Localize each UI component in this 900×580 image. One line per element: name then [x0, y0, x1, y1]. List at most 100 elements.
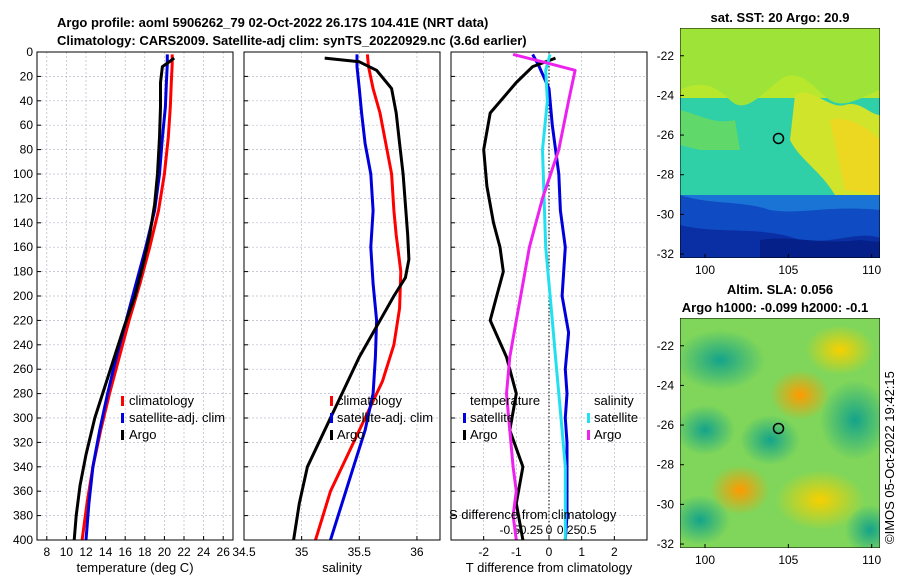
map-y-tick-label: -22: [657, 339, 675, 353]
sla-map-panel: Altim. SLA: 0.056 Argo h1000: -0.099 h20…: [657, 282, 882, 567]
map-y-tick-label: -28: [657, 168, 675, 182]
legend-swatch-t-argo: [463, 430, 466, 440]
legend-swatch-t-satellite: [463, 413, 466, 423]
sst-map-title: sat. SST: 20 Argo: 20.9: [711, 10, 850, 25]
series-line-satellite-adj-clim: [329, 54, 379, 541]
x-tick-label: -2: [478, 545, 489, 559]
x-tick-label: -1: [511, 545, 522, 559]
y-tick-label: 160: [13, 240, 33, 254]
legend-label-s-satellite: satellite: [594, 410, 638, 425]
x-tick-label: 1: [578, 545, 585, 559]
legend-label-satellite: satellite-adj. clim: [129, 410, 225, 425]
plot-frame: [243, 51, 441, 541]
y-tick-label: 20: [20, 69, 34, 83]
x-tick-label-salinity: 0.25: [557, 523, 581, 537]
sla-map-subtitle: Argo h1000: -0.099 h2000: -0.1: [682, 300, 868, 315]
map-y-tick-label: -32: [657, 247, 675, 261]
y-tick-label: 100: [13, 167, 33, 181]
x-tick-label: 34.5: [232, 545, 256, 559]
x-tick-label: 2: [611, 545, 618, 559]
temperature-legend: climatology satellite-adj. clim Argo: [121, 393, 225, 442]
legend-label-argo: Argo: [337, 427, 364, 442]
y-tick-label: 40: [20, 94, 34, 108]
legend-swatch-satellite: [121, 413, 124, 423]
y-tick-label: 400: [13, 533, 33, 547]
temperature-profile-panel: 8 10 12 14 16 18 20 22 24 26020406080100120140160…: [13, 45, 234, 575]
x-axis-label: temperature (deg C): [76, 560, 193, 575]
y-tick-label: 360: [13, 484, 33, 498]
y-tick-label: 260: [13, 362, 33, 376]
legend-swatch-s-satellite: [587, 413, 590, 423]
x-tick-label: 10: [60, 545, 74, 559]
plot-frame: [450, 51, 648, 541]
map-x-tick-label: 105: [778, 553, 798, 567]
map-y-tick-label: -22: [657, 49, 675, 63]
y-tick-label: 340: [13, 460, 33, 474]
legend-label-s-argo: Argo: [594, 427, 621, 442]
difference-profile-panel: -2 -1 0 1 2-0.5-0.25 0 0.25 0.5T difference fro…: [450, 51, 648, 575]
map-y-tick-label: -24: [657, 88, 675, 102]
x-tick-label: 24: [197, 545, 211, 559]
sst-argo-marker: [772, 132, 785, 145]
y-tick-label: 240: [13, 338, 33, 352]
salinity-legend: climatology satellite-adj. clim Argo: [330, 393, 433, 442]
series-line-temperature-satellite: [531, 53, 571, 541]
x-tick-label: 8: [43, 545, 50, 559]
legend-label-climatology: climatology: [129, 393, 195, 408]
x-tick-label: 36: [410, 545, 424, 559]
x-tick-label: 12: [79, 545, 93, 559]
y-tick-label: 200: [13, 289, 33, 303]
y-tick-label: 300: [13, 411, 33, 425]
x-tick-label: 26: [217, 545, 231, 559]
y-tick-label: 220: [13, 313, 33, 327]
y-tick-label: 140: [13, 216, 33, 230]
legend-label-argo: Argo: [129, 427, 156, 442]
series-line-satellite-adj-clim: [84, 54, 169, 541]
sst-map-panel: sat. SST: 20 Argo: 20.9 100 105 110 -22 -24 -…: [657, 10, 882, 277]
y-tick-label: 0: [26, 45, 33, 59]
y-tick-label: 60: [20, 118, 34, 132]
series-line-salinity-argo: [505, 52, 577, 541]
x-tick-label: 18: [138, 545, 152, 559]
salinity-profile-panel: 34.5 35 35.5 36 salinity: [232, 51, 441, 575]
copyright-timestamp: ©IMOS 05-Oct-2022 19:42:15: [882, 371, 897, 544]
legend-label-satellite: satellite-adj. clim: [337, 410, 433, 425]
x-tick-label: 35: [295, 545, 309, 559]
legend-swatch-s-argo: [587, 430, 590, 440]
sla-map-title: Altim. SLA: 0.056: [727, 282, 833, 297]
map-y-tick-label: -32: [657, 537, 675, 551]
series-line-argo: [72, 56, 176, 541]
map-x-tick-label: 100: [695, 263, 715, 277]
y-tick-label: 280: [13, 387, 33, 401]
x-tick-label: 16: [119, 545, 133, 559]
legend-label-t-satellite: satellite: [470, 410, 514, 425]
y-tick-label: 320: [13, 435, 33, 449]
difference-legend: temperature satellite Argo salinity sate…: [463, 393, 638, 442]
difference-xlabel-salinity: S difference from climatology: [449, 507, 617, 522]
legend-swatch-climatology: [121, 396, 124, 406]
header-line-2: Climatology: CARS2009. Satellite-adj cli…: [57, 33, 527, 48]
legend-swatch-climatology: [330, 396, 333, 406]
map-y-tick-label: -24: [657, 378, 675, 392]
x-tick-label: 20: [158, 545, 172, 559]
x-tick-label-salinity: 0.5: [580, 523, 597, 537]
map-y-tick-label: -30: [657, 207, 675, 221]
series-line-climatology: [314, 54, 403, 541]
x-axis-label: T difference from climatology: [466, 560, 633, 575]
map-y-tick-label: -26: [657, 128, 675, 142]
map-x-tick-label: 100: [695, 553, 715, 567]
map-y-tick-label: -28: [657, 458, 675, 472]
series-line-salinity-satellite: [541, 54, 567, 540]
x-tick-label-salinity: 0: [546, 523, 553, 537]
map-x-tick-label: 105: [778, 263, 798, 277]
series-line-argo: [292, 56, 411, 541]
sla-map-image: [680, 318, 880, 548]
legend-label-climatology: climatology: [337, 393, 403, 408]
map-x-tick-label: 110: [862, 263, 881, 277]
y-tick-label: 80: [20, 143, 34, 157]
x-tick-label: 22: [177, 545, 191, 559]
legend-title-temperature: temperature: [470, 393, 540, 408]
series-line-temperature-argo: [482, 56, 557, 541]
sst-map-image: [680, 28, 880, 258]
